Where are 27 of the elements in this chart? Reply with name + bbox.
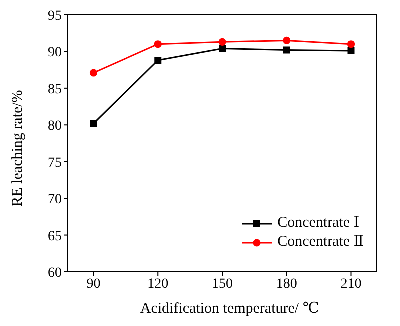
y-tick-label: 60 [48, 266, 62, 281]
legend-label: Concentrate Ⅰ [278, 214, 360, 233]
point [90, 69, 98, 77]
point [283, 46, 290, 54]
point [283, 36, 291, 44]
y-tick-label: 65 [48, 229, 62, 244]
point [90, 120, 98, 128]
x-tick-label: 120 [148, 276, 169, 292]
legend-label: Concentrate Ⅱ [278, 233, 364, 252]
x-tick-label: 90 [86, 276, 101, 292]
y-tick-label: 90 [48, 46, 62, 61]
y-tick-label: 80 [48, 119, 62, 134]
x-tick-label: 210 [340, 276, 362, 292]
point [154, 40, 162, 48]
point [348, 47, 355, 54]
point [154, 57, 162, 64]
x-tick-label: 150 [212, 276, 233, 292]
point [219, 45, 226, 52]
x-axis-title: Acidification temperature/ ℃ [139, 300, 321, 318]
point [347, 40, 356, 48]
y-axis-title: RE leaching rate/% [10, 90, 26, 206]
y-tick-label: 75 [48, 156, 62, 171]
point [218, 38, 226, 46]
x-tick-label: 180 [276, 276, 298, 292]
y-tick-label: 95 [48, 8, 62, 24]
y-tick-label: 85 [48, 82, 62, 98]
y-tick-label: 70 [48, 192, 62, 208]
